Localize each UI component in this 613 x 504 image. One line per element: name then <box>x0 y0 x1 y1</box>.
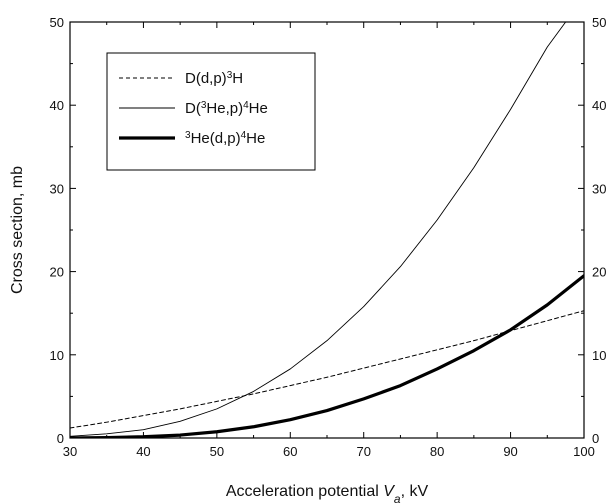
legend-box <box>106 52 316 171</box>
legend-label-3: 3He(d,p)4He <box>185 130 265 148</box>
y-tick-label-left: 0 <box>57 431 64 446</box>
series-line-2 <box>70 22 567 437</box>
x-tick-label: 70 <box>356 444 370 459</box>
y-tick-label-right: 30 <box>592 181 606 196</box>
y-axis-label: Cross section, mb <box>9 166 26 294</box>
y-tick-label-left: 40 <box>50 98 64 113</box>
y-tick-label-right: 10 <box>592 348 606 363</box>
series-line-3 <box>70 274 584 438</box>
legend-label-2: D(3He,p)4He <box>185 100 268 118</box>
x-axis-label: Acceleration potential Va, kV <box>226 483 429 504</box>
series-line-1 <box>70 310 584 429</box>
y-tick-label-left: 20 <box>50 265 64 280</box>
y-tick-label-right: 50 <box>592 15 606 30</box>
x-tick-label: 80 <box>430 444 444 459</box>
y-tick-label-left: 50 <box>50 15 64 30</box>
x-tick-label: 60 <box>283 444 297 459</box>
x-tick-label: 50 <box>210 444 224 459</box>
x-tick-label: 100 <box>573 444 595 459</box>
x-tick-label: 40 <box>136 444 150 459</box>
y-tick-label-left: 10 <box>50 348 64 363</box>
y-tick-label-right: 20 <box>592 265 606 280</box>
y-tick-label-left: 30 <box>50 181 64 196</box>
y-tick-label-right: 0 <box>592 431 599 446</box>
x-tick-label: 30 <box>63 444 77 459</box>
y-tick-label-right: 40 <box>592 98 606 113</box>
x-tick-label: 90 <box>503 444 517 459</box>
legend-label-1: D(d,p)3H <box>185 70 243 88</box>
